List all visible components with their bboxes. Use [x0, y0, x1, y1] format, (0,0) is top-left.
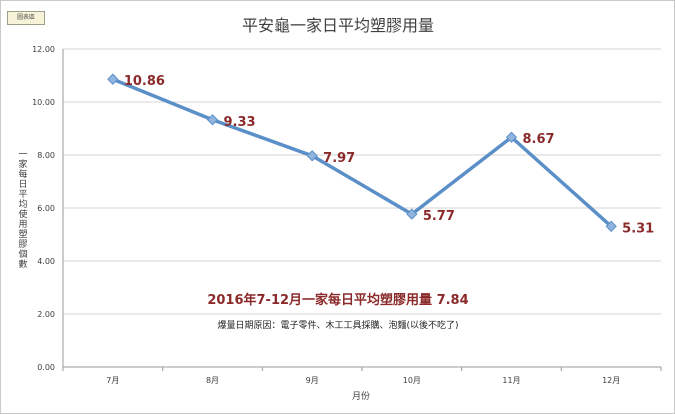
svg-text:膠: 膠 [18, 239, 27, 250]
svg-text:數: 數 [18, 258, 27, 270]
data-label: 8.67 [523, 132, 555, 147]
x-tick-label: 7月 [106, 376, 119, 385]
y-tick-label: 10.00 [32, 98, 55, 107]
y-tick-label: 12.00 [32, 45, 55, 54]
y-tick-label: 8.00 [37, 151, 55, 160]
x-tick-label: 8月 [206, 376, 219, 385]
series-layer [107, 73, 617, 232]
svg-text:日: 日 [18, 179, 27, 190]
x-axis-label: 月份 [352, 390, 370, 402]
svg-text:每: 每 [18, 168, 27, 180]
x-tick-label: 11月 [502, 376, 520, 385]
svg-text:平: 平 [18, 189, 27, 200]
chart-area-badge: 圖表區 [7, 11, 45, 25]
annotation-sub: 爆量日期原因：電子零件、木工工具採購、泡麵(以後不吃了) [217, 319, 458, 331]
data-label: 5.77 [423, 209, 455, 224]
svg-text:一: 一 [18, 150, 27, 160]
y-tick-label: 4.00 [37, 257, 55, 266]
x-tick-label: 9月 [306, 376, 319, 385]
data-point [206, 114, 219, 126]
x-tick-label: 10月 [403, 376, 421, 385]
data-label: 10.86 [124, 74, 165, 89]
label-layer: 10.86 9.33 7.97 5.77 8.67 5.31 [124, 74, 654, 236]
x-tick-label: 12月 [602, 376, 620, 385]
svg-text:均: 均 [18, 198, 27, 210]
chart-title: 平安龜一家日平均塑膠用量 [242, 16, 434, 35]
svg-text:個: 個 [18, 248, 27, 260]
data-point [406, 208, 418, 220]
data-point [306, 150, 318, 162]
series-line [111, 77, 613, 229]
svg-text:使: 使 [18, 208, 27, 220]
grid-layer [63, 48, 661, 315]
data-point [605, 220, 617, 232]
svg-text:家: 家 [18, 158, 27, 170]
annotation-main: 2016年7-12月一家每日平均塑膠用量 7.84 [207, 292, 468, 308]
y-tick-label: 6.00 [37, 204, 55, 213]
svg-text:用: 用 [18, 219, 27, 230]
data-point [505, 131, 518, 143]
y-tick-label: 0.00 [37, 363, 55, 372]
axis-layer: 0.00 2.00 4.00 6.00 8.00 10.00 12.00 7月 8月 9月 10月 1… [32, 45, 662, 385]
data-label: 7.97 [323, 151, 355, 166]
y-tick-label: 2.00 [37, 310, 55, 319]
data-label: 9.33 [224, 115, 256, 130]
data-point [107, 73, 119, 85]
data-label: 5.31 [622, 221, 654, 236]
svg-text:塑: 塑 [18, 229, 27, 240]
